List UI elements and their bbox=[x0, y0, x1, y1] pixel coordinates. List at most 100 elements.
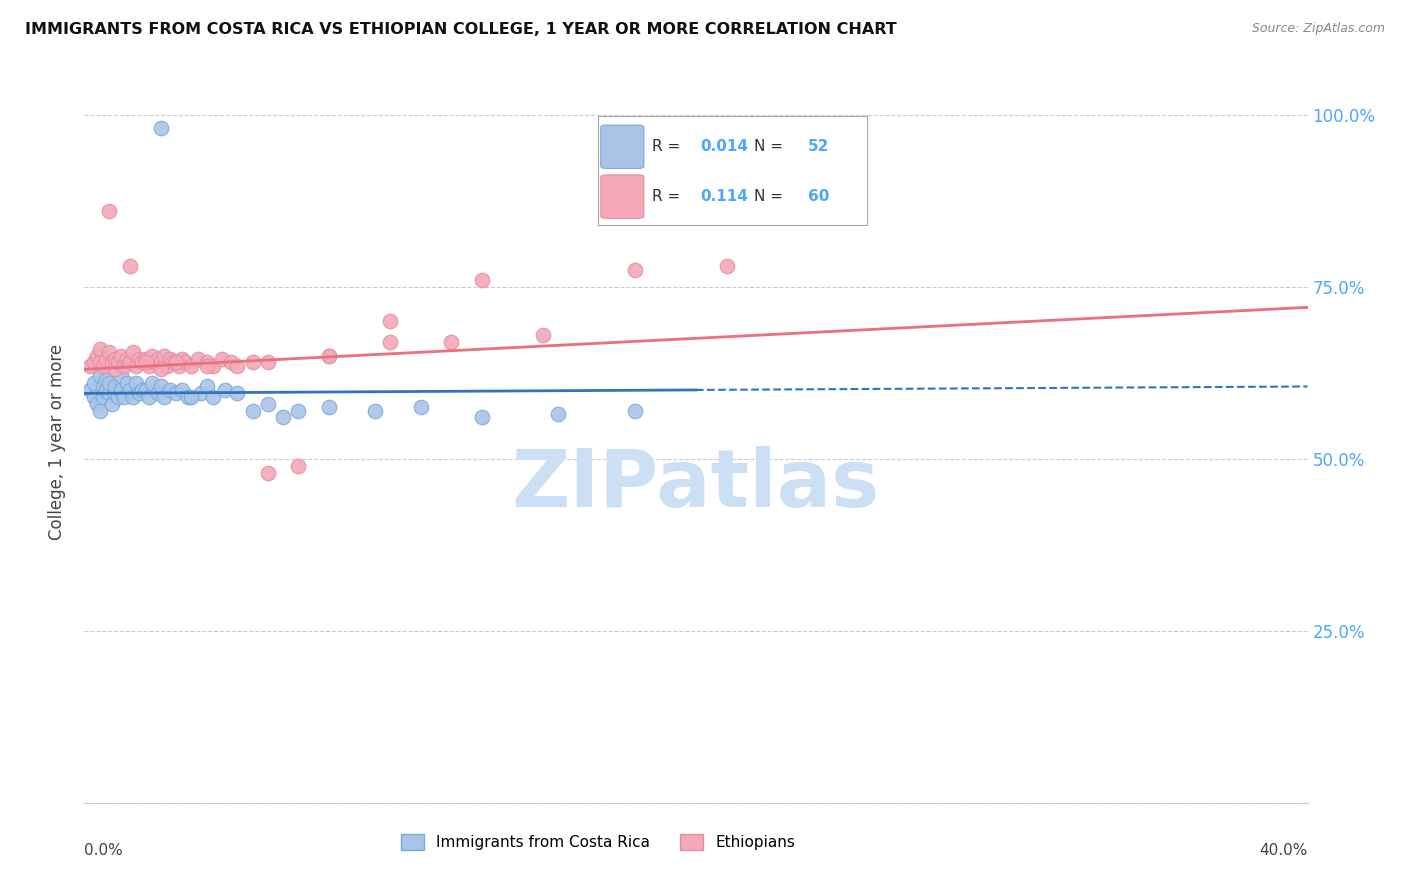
Point bbox=[471, 273, 494, 287]
Point bbox=[172, 383, 194, 397]
Point bbox=[271, 410, 294, 425]
Point bbox=[128, 351, 150, 366]
Point bbox=[201, 390, 224, 404]
Point bbox=[141, 376, 163, 390]
Point bbox=[94, 383, 117, 397]
Text: 0.0%: 0.0% bbox=[84, 843, 124, 857]
Point bbox=[471, 410, 494, 425]
Point bbox=[149, 379, 172, 393]
Point bbox=[104, 362, 127, 376]
Point bbox=[153, 349, 176, 363]
Point bbox=[172, 351, 194, 366]
Point bbox=[195, 359, 218, 373]
Point bbox=[257, 466, 280, 480]
Point bbox=[104, 386, 127, 401]
Point bbox=[115, 351, 138, 366]
Point bbox=[135, 383, 157, 397]
Point bbox=[128, 386, 150, 401]
Point bbox=[146, 351, 169, 366]
Point bbox=[104, 379, 127, 393]
Point bbox=[91, 390, 114, 404]
Point bbox=[174, 355, 197, 369]
Point bbox=[135, 355, 157, 369]
Point bbox=[153, 390, 176, 404]
Point bbox=[112, 359, 135, 373]
Point bbox=[83, 355, 105, 369]
Point bbox=[91, 379, 114, 393]
Point bbox=[83, 376, 105, 390]
Point bbox=[125, 359, 148, 373]
Y-axis label: College, 1 year or more: College, 1 year or more bbox=[48, 343, 66, 540]
Point bbox=[242, 355, 264, 369]
Point bbox=[624, 262, 647, 277]
Point bbox=[159, 351, 181, 366]
Point bbox=[162, 355, 184, 369]
Point bbox=[257, 397, 280, 411]
Point bbox=[120, 383, 142, 397]
Text: 40.0%: 40.0% bbox=[1260, 843, 1308, 857]
Point bbox=[110, 383, 132, 397]
Point bbox=[97, 345, 120, 359]
Point bbox=[79, 383, 101, 397]
Point bbox=[97, 386, 120, 401]
Point bbox=[89, 403, 111, 417]
Point bbox=[257, 355, 280, 369]
Point bbox=[186, 351, 208, 366]
Point bbox=[167, 359, 190, 373]
Point bbox=[165, 355, 187, 369]
Point bbox=[110, 349, 132, 363]
Point bbox=[115, 376, 138, 390]
Point bbox=[86, 397, 108, 411]
Point bbox=[409, 400, 432, 414]
Point bbox=[110, 369, 132, 384]
Point bbox=[112, 390, 135, 404]
Point bbox=[86, 349, 108, 363]
Point bbox=[624, 403, 647, 417]
Text: ZIPatlas: ZIPatlas bbox=[512, 446, 880, 524]
Point bbox=[716, 259, 738, 273]
Point bbox=[364, 403, 387, 417]
Point bbox=[211, 351, 233, 366]
Point bbox=[94, 373, 117, 387]
Point bbox=[547, 407, 569, 421]
Point bbox=[120, 259, 142, 273]
Point bbox=[287, 458, 309, 473]
Point bbox=[380, 314, 402, 328]
Point bbox=[201, 359, 224, 373]
Point bbox=[91, 359, 114, 373]
Point bbox=[138, 359, 160, 373]
Point bbox=[94, 351, 117, 366]
Point bbox=[89, 369, 111, 384]
Point bbox=[107, 390, 129, 404]
Point bbox=[318, 349, 340, 363]
Text: Source: ZipAtlas.com: Source: ZipAtlas.com bbox=[1251, 22, 1385, 36]
Point bbox=[190, 386, 212, 401]
Point bbox=[122, 390, 145, 404]
Point bbox=[180, 390, 202, 404]
Legend: Immigrants from Costa Rica, Ethiopians: Immigrants from Costa Rica, Ethiopians bbox=[395, 829, 801, 856]
Point bbox=[107, 355, 129, 369]
Point bbox=[89, 355, 111, 369]
Point bbox=[287, 403, 309, 417]
Point bbox=[89, 342, 111, 356]
Point bbox=[101, 355, 124, 369]
Point bbox=[143, 355, 166, 369]
Point bbox=[149, 121, 172, 136]
Point bbox=[242, 403, 264, 417]
Point bbox=[195, 355, 218, 369]
Point bbox=[149, 362, 172, 376]
Point bbox=[135, 351, 157, 366]
Point bbox=[159, 383, 181, 397]
Point bbox=[146, 386, 169, 401]
Point bbox=[97, 376, 120, 390]
Point bbox=[440, 334, 463, 349]
Point bbox=[318, 349, 340, 363]
Point bbox=[104, 351, 127, 366]
Point bbox=[138, 390, 160, 404]
Point bbox=[214, 383, 236, 397]
Point bbox=[180, 359, 202, 373]
Point bbox=[97, 204, 120, 219]
Point bbox=[219, 355, 242, 369]
Point bbox=[380, 334, 402, 349]
Point bbox=[122, 345, 145, 359]
